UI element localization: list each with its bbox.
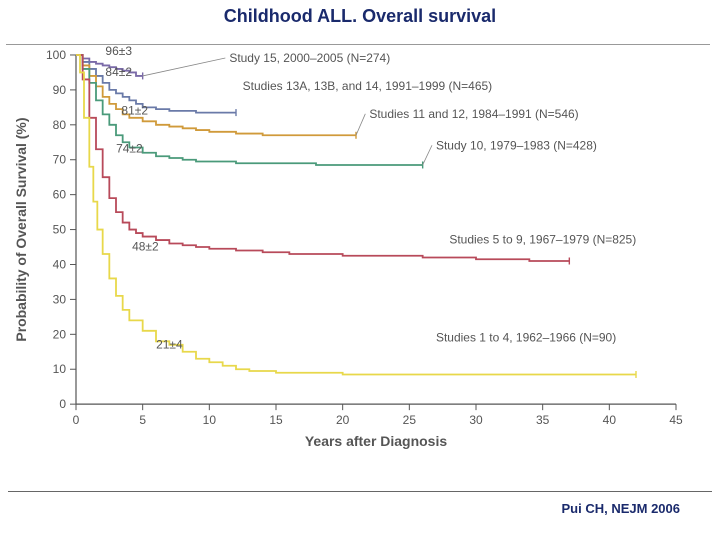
chart-svg: 0 10 20 30 40 50 60 70 80 90 100 0 5 10 15 20 25 30 35 40 45… — [6, 45, 710, 470]
series-label-studies13-14: Studies 13A, 13B, and 14, 1991–1999 (N=4… — [243, 79, 493, 93]
chart-area: 0 10 20 30 40 50 60 70 80 90 100 0 5 10 15 20 25 30 35 40 45… — [6, 44, 710, 470]
x-tick-label: 20 — [336, 413, 350, 427]
series-label-study15: Study 15, 2000–2005 (N=274) — [229, 51, 390, 65]
page: Childhood ALL. Overall survival 0 10 20 30 4… — [0, 0, 720, 540]
y-tick-label: 40 — [53, 257, 67, 271]
x-tick-label: 25 — [403, 413, 417, 427]
annot-81-2: 81±2 — [121, 103, 148, 117]
y-tick-label: 70 — [53, 153, 67, 167]
annot-84-2: 84±2 — [105, 65, 132, 79]
y-tick-label: 20 — [53, 327, 67, 341]
y-tick-label: 100 — [46, 48, 66, 62]
series-studies1-4 — [76, 55, 636, 374]
x-tick-label: 5 — [139, 413, 146, 427]
series-leader-study15 — [143, 58, 226, 76]
y-axis-label: Probability of Overall Survival (%) — [13, 118, 29, 342]
annot-96-3: 96±3 — [105, 45, 132, 58]
divider — [8, 491, 712, 492]
y-tick-label: 50 — [53, 223, 67, 237]
y-tick-label: 0 — [59, 397, 66, 411]
x-tick-label: 45 — [669, 413, 683, 427]
y-tick-label: 30 — [53, 292, 67, 306]
annot-48-2: 48±2 — [132, 240, 159, 254]
series-label-studies1-4: Studies 1 to 4, 1962–1966 (N=90) — [436, 330, 616, 344]
series-leader-study10 — [423, 145, 432, 165]
x-tick-label: 0 — [73, 413, 80, 427]
page-title: Childhood ALL. Overall survival — [0, 6, 720, 27]
x-tick-label: 40 — [603, 413, 617, 427]
annot-74-2: 74±2 — [116, 142, 143, 156]
x-tick-label: 35 — [536, 413, 550, 427]
annot-21-4: 21±4 — [156, 337, 183, 351]
series-label-studies5-9: Studies 5 to 9, 1967–1979 (N=825) — [449, 233, 636, 247]
y-tick-label: 90 — [53, 83, 67, 97]
series-label-study10: Study 10, 1979–1983 (N=428) — [436, 138, 597, 152]
x-tick-label: 30 — [469, 413, 483, 427]
series-label-studies11-12: Studies 11 and 12, 1984–1991 (N=546) — [369, 107, 578, 121]
y-tick-label: 10 — [53, 362, 67, 376]
citation: Pui CH, NEJM 2006 — [562, 501, 681, 516]
y-tick-label: 80 — [53, 118, 67, 132]
series-leader-studies11-12 — [356, 114, 365, 135]
x-tick-label: 10 — [203, 413, 217, 427]
x-tick-label: 15 — [269, 413, 283, 427]
y-tick-label: 60 — [53, 188, 67, 202]
x-axis-label: Years after Diagnosis — [305, 433, 447, 449]
